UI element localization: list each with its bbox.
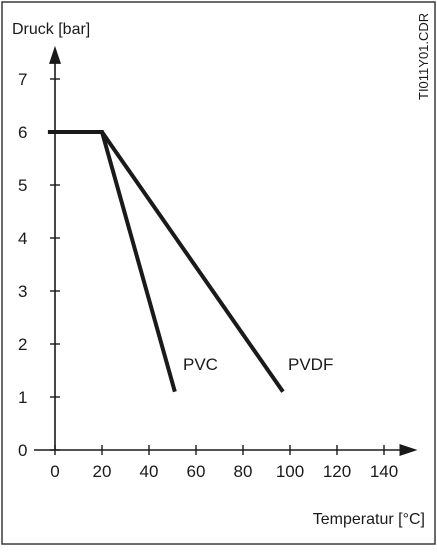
x-tick-label: 120 (323, 462, 351, 481)
x-tick-label: 140 (370, 462, 398, 481)
x-tick-label: 20 (93, 462, 112, 481)
series-label-pvc: PVC (183, 355, 218, 374)
y-tick-label: 5 (18, 176, 27, 195)
y-tick-label: 2 (18, 335, 27, 354)
chart-border (1, 1, 436, 545)
x-tick-label: 100 (276, 462, 304, 481)
x-tick-label: 0 (50, 462, 59, 481)
axis-ticks: 0 20 40 60 80 100 120 140 0 1 2 3 4 5 6 7 (18, 70, 398, 481)
axes (34, 45, 418, 456)
y-tick-label: 3 (18, 282, 27, 301)
y-tick-label: 4 (18, 229, 27, 248)
series-line-pvdf (47, 130, 285, 393)
series-lines (47, 130, 285, 393)
x-axis-arrow-icon (399, 444, 418, 456)
y-axis-arrow-icon (49, 45, 61, 64)
x-tick-label: 60 (187, 462, 206, 481)
x-axis-title: Temperatur [°C] (313, 511, 425, 528)
x-tick-label: 80 (234, 462, 253, 481)
y-tick-label: 0 (18, 441, 27, 460)
series-label-pvdf: PVDF (288, 355, 333, 374)
y-tick-label: 6 (18, 123, 27, 142)
y-tick-label: 7 (18, 70, 27, 89)
x-tick-label: 40 (140, 462, 159, 481)
y-tick-label: 1 (18, 388, 27, 407)
y-axis-title: Druck [bar] (12, 21, 90, 38)
drawing-code-label: TI011Y01.CDR (416, 13, 431, 100)
